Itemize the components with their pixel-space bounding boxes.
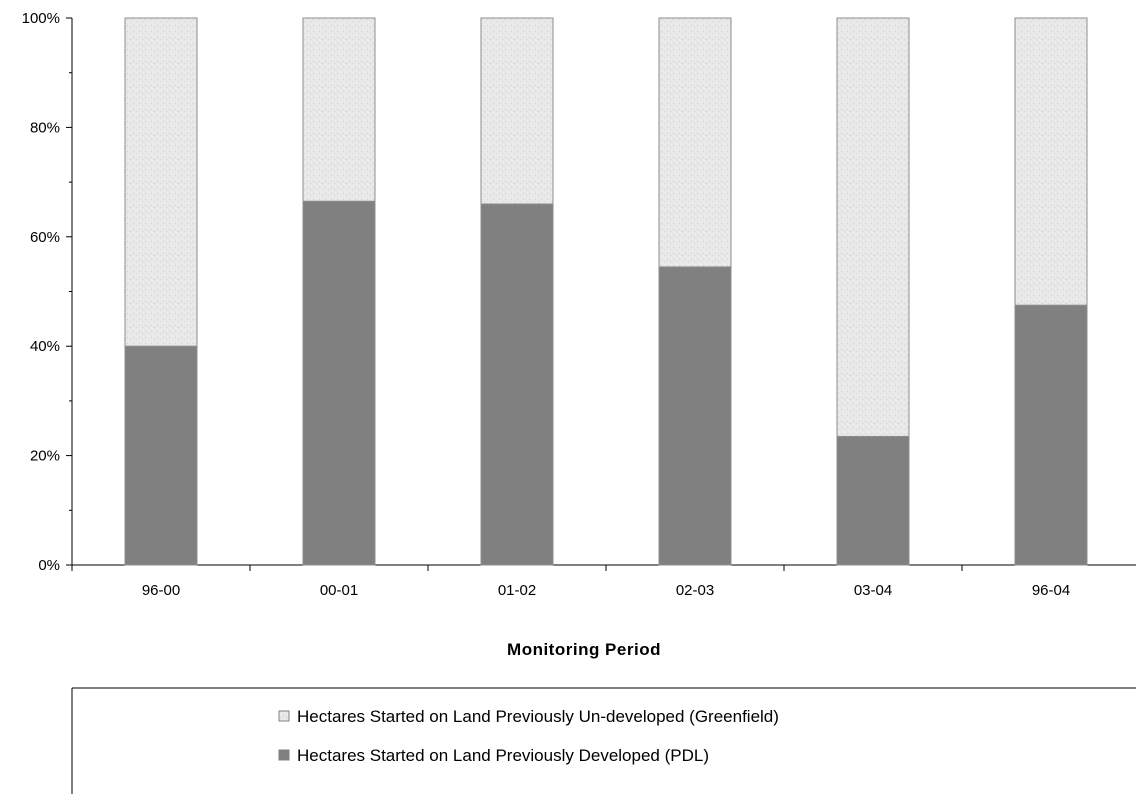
x-tick-label: 96-04	[1032, 582, 1070, 599]
bar-pdl-segment	[836, 435, 910, 566]
bar-pdl-segment	[302, 200, 376, 566]
x-tick-label: 96-00	[142, 582, 180, 599]
bar-greenfield-segment	[480, 17, 554, 205]
legend-label-pdl: Hectares Started on Land Previously Deve…	[297, 746, 709, 765]
y-tick-label: 60%	[30, 229, 60, 246]
bar-pdl-segment	[658, 266, 732, 566]
bar-greenfield-segment	[836, 17, 910, 437]
legend-swatch-greenfield	[278, 710, 290, 722]
legend: Hectares Started on Land Previously Un-d…	[71, 687, 1136, 794]
x-tick-label: 01-02	[498, 582, 536, 599]
y-tick-label: 0%	[38, 557, 60, 574]
bar-greenfield-segment	[658, 17, 732, 268]
x-tick-label: 02-03	[676, 582, 714, 599]
x-axis: 96-00 00-01 01-02 02-03 03-04 96-04	[71, 564, 1136, 599]
y-tick-label: 20%	[30, 448, 60, 465]
legend-swatch-pdl	[278, 749, 290, 761]
x-tick-label: 00-01	[320, 582, 358, 599]
bar-pdl-segment	[1014, 304, 1088, 566]
y-tick-label: 40%	[30, 338, 60, 355]
bar-greenfield-segment	[302, 17, 376, 202]
x-axis-title: Monitoring Period	[507, 640, 661, 659]
y-tick-label: 100%	[22, 10, 60, 27]
bar-pdl-segment	[480, 203, 554, 566]
y-tick-label: 80%	[30, 119, 60, 136]
bars	[124, 17, 1088, 566]
y-axis: 0% 20% 40% 60% 80% 100%	[22, 10, 73, 574]
x-tick-label: 03-04	[854, 582, 892, 599]
bar-greenfield-segment	[1014, 17, 1088, 306]
bar-greenfield-segment	[124, 17, 198, 347]
bar-pdl-segment	[124, 345, 198, 566]
legend-label-greenfield: Hectares Started on Land Previously Un-d…	[297, 707, 779, 726]
